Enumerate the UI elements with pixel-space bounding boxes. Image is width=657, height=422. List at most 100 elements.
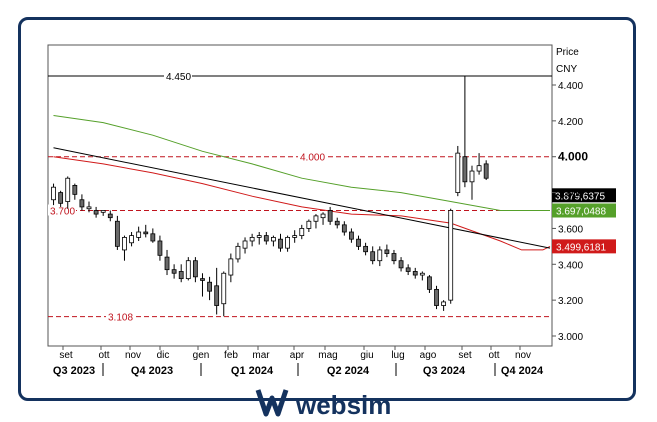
month-label: ott	[98, 350, 109, 361]
candle-body	[235, 245, 241, 260]
candle-body	[263, 235, 269, 242]
candle-body	[65, 177, 71, 202]
month-label: ott	[488, 350, 499, 361]
month-label: mag	[318, 350, 337, 361]
indicator-line	[53, 115, 550, 211]
candle-body	[292, 235, 298, 238]
candle-body	[185, 260, 191, 280]
candle-body	[256, 235, 262, 238]
candle-body	[327, 210, 333, 222]
candle-body	[200, 278, 205, 281]
candle-body	[469, 170, 475, 183]
candle-body	[419, 272, 425, 276]
y-tick-label: 4.200	[558, 117, 583, 128]
candle-body	[483, 163, 489, 179]
month-label: giu	[360, 350, 373, 361]
month-label: gen	[193, 350, 210, 361]
y-tick-label: 3.400	[558, 260, 583, 271]
y-tick-label: 3.000	[558, 332, 583, 343]
candle-body	[427, 276, 432, 290]
candle-body	[51, 186, 56, 201]
quarter-label: Q4 2023	[131, 365, 173, 377]
month-label: dic	[157, 350, 170, 361]
candle-body	[86, 206, 92, 210]
websim-logo-icon	[255, 389, 289, 417]
indicator-line	[53, 156, 551, 251]
candle-body	[320, 213, 326, 219]
line-label: 4.000	[300, 153, 325, 164]
candle-body	[221, 272, 227, 305]
month-label: set	[458, 350, 472, 361]
month-label: ago	[420, 350, 437, 361]
candle-body	[334, 220, 340, 226]
candle-body	[441, 301, 447, 306]
line-label-bg	[48, 204, 76, 216]
quarter-label: Q2 2024	[327, 365, 370, 377]
month-label: set	[59, 350, 73, 361]
candle-body	[377, 249, 383, 262]
month-label: apr	[290, 350, 305, 361]
candle-body	[278, 238, 283, 249]
candle-body	[79, 199, 85, 208]
candle-body	[306, 220, 312, 229]
indicator-line	[53, 147, 551, 249]
month-label: nov	[515, 350, 531, 361]
candle-body	[228, 258, 234, 276]
value-tag-bg	[552, 239, 616, 254]
month-label: lug	[391, 350, 404, 361]
candle-body	[462, 156, 468, 183]
last-price-bg	[552, 188, 616, 203]
quarter-label: Q4 2024	[501, 365, 544, 377]
value-tag: 3.499,6181	[556, 242, 606, 253]
candle-body	[370, 251, 376, 262]
candle-body	[129, 235, 134, 244]
month-label: mar	[252, 350, 270, 361]
quarter-label: Q1 2024	[231, 365, 274, 377]
price-chart: 4.450 4.000 3.700 3.108 3.697,0488 3.499,618…	[47, 44, 616, 377]
candle-body	[356, 238, 361, 247]
value-tag: 3.697,0488	[556, 207, 606, 218]
month-label: feb	[224, 350, 238, 361]
candle-body	[285, 236, 290, 249]
candle-body	[448, 210, 454, 301]
candle-body	[207, 281, 212, 292]
candle-body	[242, 240, 248, 249]
candle-body	[143, 231, 149, 235]
y-tick-label: 3.800	[558, 189, 583, 200]
candle-body	[171, 269, 177, 274]
line-label: 3.700	[50, 207, 75, 218]
quarter-label: Q3 2024	[423, 365, 466, 377]
candle-body	[398, 260, 404, 269]
quarter-label: Q3 2023	[53, 365, 95, 377]
candle-body	[214, 285, 220, 306]
candle-body	[455, 152, 461, 193]
line-label: 4.450	[166, 72, 191, 83]
y-tick-label: 4.000	[558, 150, 588, 164]
last-price-label: 3.879,6375	[555, 191, 605, 202]
line-label-bg	[106, 310, 134, 322]
brand-name: websim	[295, 390, 391, 420]
candle-body	[271, 236, 276, 242]
line-label-bg	[298, 150, 326, 162]
plot-area	[47, 44, 553, 347]
candle-body	[299, 228, 305, 237]
candle-body	[476, 165, 482, 172]
candle-body	[122, 236, 127, 251]
candle-body	[249, 236, 255, 242]
candle-body	[192, 260, 198, 278]
line-label: 3.108	[108, 313, 133, 324]
candle-body	[114, 220, 120, 247]
candle-body	[405, 267, 411, 272]
candle-body	[157, 240, 163, 256]
candle-body	[164, 256, 170, 271]
candle-body	[93, 210, 99, 215]
candle-body	[136, 231, 142, 238]
candle-body	[434, 288, 439, 306]
candle-body	[412, 271, 418, 276]
y-axis-label: Price	[556, 47, 579, 58]
candle-body	[107, 213, 113, 219]
candle-body	[391, 253, 397, 262]
line-label-bg	[164, 70, 192, 82]
candle-body	[178, 271, 184, 280]
candle-body	[100, 210, 106, 213]
